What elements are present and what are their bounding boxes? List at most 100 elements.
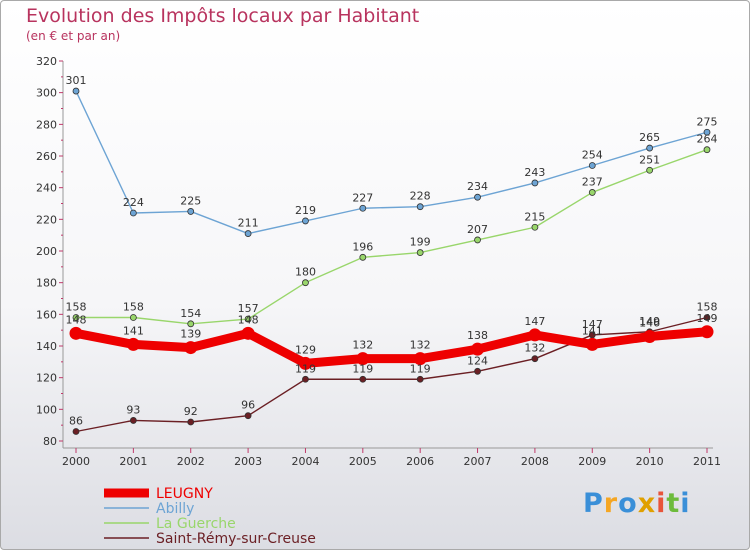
data-point xyxy=(585,337,599,351)
data-point xyxy=(129,209,137,217)
y-tick-label: 260 xyxy=(36,150,57,163)
data-label: 157 xyxy=(238,302,259,315)
data-label: 158 xyxy=(123,301,144,314)
data-label: 243 xyxy=(524,166,545,179)
data-label: 228 xyxy=(410,190,431,203)
data-label: 211 xyxy=(238,217,259,230)
data-point xyxy=(359,204,367,212)
data-point xyxy=(184,341,198,355)
data-point xyxy=(474,236,481,244)
data-label: 207 xyxy=(467,223,488,236)
logo-letter: r xyxy=(603,488,619,519)
series-line-saint-r-my-sur-creuse xyxy=(75,316,708,433)
logo-letter: i xyxy=(680,488,691,519)
data-label: 92 xyxy=(184,405,198,418)
data-point xyxy=(646,144,654,152)
data-label: 86 xyxy=(69,415,83,428)
data-point xyxy=(471,342,485,356)
logo-letter: t xyxy=(666,488,681,519)
x-tick-label: 2006 xyxy=(406,455,434,468)
data-point xyxy=(474,367,481,375)
x-tick-label: 2004 xyxy=(291,455,319,468)
data-label: 196 xyxy=(352,240,373,253)
data-point xyxy=(241,326,255,340)
data-point xyxy=(643,330,657,343)
x-tick-label: 2001 xyxy=(119,455,147,468)
y-tick-label: 240 xyxy=(36,182,57,195)
data-label: 132 xyxy=(352,339,373,352)
data-label: 124 xyxy=(467,354,488,367)
data-point xyxy=(413,352,427,366)
x-tick-label: 2008 xyxy=(521,455,549,468)
data-point xyxy=(244,412,252,420)
data-label: 158 xyxy=(66,301,87,314)
y-tick-label: 280 xyxy=(36,118,57,131)
data-point xyxy=(72,428,80,435)
y-tick-label: 160 xyxy=(36,308,57,321)
data-point xyxy=(72,314,80,321)
x-tick-label: 2003 xyxy=(234,455,262,468)
data-label: 147 xyxy=(524,315,545,328)
series-line-abilly xyxy=(75,90,708,235)
data-point xyxy=(187,418,195,426)
logo-letter: o xyxy=(618,488,638,519)
data-point xyxy=(302,375,309,383)
data-label: 180 xyxy=(295,266,316,279)
x-tick-label: 2000 xyxy=(62,455,90,468)
data-label: 147 xyxy=(582,318,603,331)
legend-label: LEUGNY xyxy=(156,486,213,502)
y-tick-label: 140 xyxy=(36,340,57,353)
data-point xyxy=(588,189,596,196)
data-label: 154 xyxy=(180,307,201,320)
data-label: 225 xyxy=(180,194,201,207)
data-point xyxy=(703,146,711,154)
data-label: 149 xyxy=(697,312,718,325)
data-label: 149 xyxy=(639,315,660,328)
data-label: 93 xyxy=(126,403,140,416)
data-point xyxy=(356,352,370,366)
data-point xyxy=(531,355,539,363)
data-label: 264 xyxy=(697,133,718,146)
data-point xyxy=(359,253,367,261)
data-label: 234 xyxy=(467,180,488,193)
data-point xyxy=(187,208,195,215)
y-tick-label: 80 xyxy=(43,435,57,448)
data-label: 119 xyxy=(295,362,316,375)
legend-label: La Guerche xyxy=(156,516,236,532)
data-label: 215 xyxy=(524,210,545,223)
data-label: 141 xyxy=(123,324,144,337)
data-label: 119 xyxy=(410,362,431,375)
data-point xyxy=(298,356,312,370)
chart-title: Evolution des Impôts locaux par Habitant xyxy=(26,5,420,27)
data-label: 224 xyxy=(123,196,144,209)
y-tick-label: 120 xyxy=(36,372,57,385)
data-point xyxy=(359,375,367,383)
data-point xyxy=(703,128,711,136)
data-point xyxy=(528,328,542,342)
y-tick-label: 200 xyxy=(36,245,57,258)
data-label: 254 xyxy=(582,149,603,162)
data-point xyxy=(187,320,195,328)
data-point xyxy=(244,315,252,323)
data-point xyxy=(700,325,714,339)
y-tick-label: 180 xyxy=(36,277,57,290)
chart-subtitle: (en € et par an) xyxy=(26,29,121,43)
data-label: 146 xyxy=(639,317,660,330)
data-point xyxy=(416,375,424,383)
data-label: 139 xyxy=(180,328,201,341)
data-label: 138 xyxy=(467,329,488,342)
series-line-leugny xyxy=(71,327,712,368)
data-label: 265 xyxy=(639,131,660,144)
data-point xyxy=(126,337,140,351)
data-point xyxy=(302,279,309,287)
data-point xyxy=(646,166,654,174)
x-tick-label: 2011 xyxy=(693,455,721,468)
legend-label: Abilly xyxy=(156,501,194,517)
data-label: 199 xyxy=(410,236,431,249)
data-point xyxy=(129,417,137,424)
data-label: 96 xyxy=(241,399,255,412)
